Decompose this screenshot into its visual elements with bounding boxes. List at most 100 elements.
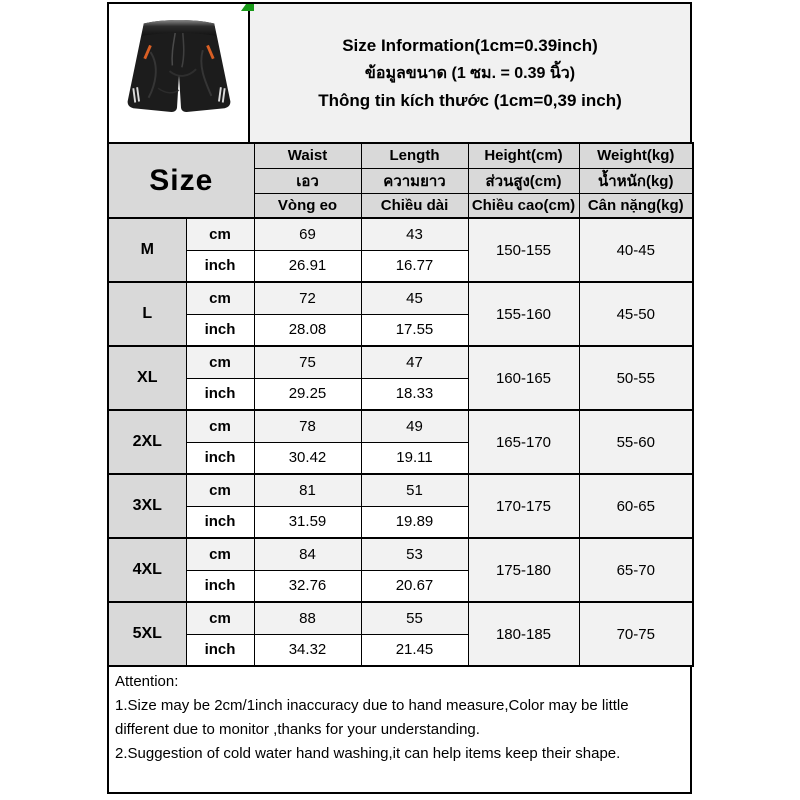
unit-inch-label: inch <box>185 569 255 603</box>
size-4xl-label: 4XL <box>107 537 187 603</box>
header-row-thai: เอว ความยาว ส่วนสูง(cm) น้ำหนัก(kg) <box>108 167 694 194</box>
height-range-value: 170-175 <box>467 473 580 539</box>
length-inch-value: 17.55 <box>360 313 469 347</box>
waist-inch-value: 31.59 <box>253 505 362 539</box>
table-row: 2XL cm 78 49 165-170 55-60 <box>107 409 694 475</box>
weight-range-value: 45-50 <box>578 281 694 347</box>
waist-header-en: Waist <box>253 142 362 169</box>
waist-cm-value: 75 <box>253 345 362 379</box>
title-line-thai: ข้อมูลขนาด (1 ซม. = 0.39 นิ้ว) <box>364 64 576 82</box>
size-3xl-label: 3XL <box>107 473 187 539</box>
weight-range-value: 55-60 <box>578 409 694 475</box>
waist-cm-value: 72 <box>253 281 362 315</box>
weight-range-value: 50-55 <box>578 345 694 411</box>
weight-header-th: น้ำหนัก(kg) <box>578 167 694 194</box>
length-cm-value: 47 <box>360 345 469 379</box>
attention-note: Attention: 1.Size may be 2cm/1inch inacc… <box>107 667 692 794</box>
attention-title: Attention: <box>115 673 179 690</box>
height-range-value: 160-165 <box>467 345 580 411</box>
table-row: inch 30.42 19.11 <box>108 441 693 475</box>
title-block: Size Information(1cm=0.39inch) ข้อมูลขนา… <box>107 2 692 142</box>
header-row-vietnamese: Vòng eo Chiều dài Chiều cao(cm) Cân nặng… <box>108 192 694 219</box>
waist-cm-value: 88 <box>253 601 362 635</box>
table-row: L cm 72 45 155-160 45-50 <box>107 281 694 347</box>
length-cm-value: 49 <box>360 409 469 443</box>
size-5xl-label: 5XL <box>107 601 187 667</box>
length-inch-value: 19.11 <box>360 441 469 475</box>
table-row: 3XL cm 81 51 170-175 60-65 <box>107 473 694 539</box>
weight-header-vi: Cân nặng(kg) <box>578 192 694 219</box>
length-cm-value: 53 <box>360 537 469 571</box>
size-info-title: Size Information(1cm=0.39inch) ข้อมูลขนา… <box>250 4 690 142</box>
unit-cm-label: cm <box>185 601 255 635</box>
unit-cm-label: cm <box>185 409 255 443</box>
table-row: inch 34.32 21.45 <box>108 633 693 667</box>
table-row: M cm 69 43 150-155 40-45 <box>107 217 694 283</box>
waist-inch-value: 26.91 <box>253 249 362 283</box>
unit-cm-label: cm <box>185 345 255 379</box>
unit-inch-label: inch <box>185 249 255 283</box>
length-header-vi: Chiều dài <box>360 192 469 219</box>
height-header-th: ส่วนสูง(cm) <box>467 167 580 194</box>
weight-range-value: 70-75 <box>578 601 694 667</box>
unit-cm-label: cm <box>185 217 255 251</box>
length-cm-value: 51 <box>360 473 469 507</box>
waist-header-th: เอว <box>253 167 362 194</box>
waist-cm-value: 78 <box>253 409 362 443</box>
weight-range-value: 40-45 <box>578 217 694 283</box>
weight-range-value: 65-70 <box>578 537 694 603</box>
length-inch-value: 18.33 <box>360 377 469 411</box>
green-corner-marker-icon <box>241 4 254 11</box>
size-xl-label: XL <box>107 345 187 411</box>
waist-cm-value: 81 <box>253 473 362 507</box>
product-photo-cell <box>109 4 250 142</box>
length-inch-value: 21.45 <box>360 633 469 667</box>
attention-line-2: 2.Suggestion of cold water hand washing,… <box>115 745 621 762</box>
height-range-value: 155-160 <box>467 281 580 347</box>
shorts-product-image <box>127 19 230 113</box>
size-chart-sheet: Size Information(1cm=0.39inch) ข้อมูลขนา… <box>107 2 694 794</box>
unit-inch-label: inch <box>185 313 255 347</box>
unit-cm-label: cm <box>185 281 255 315</box>
height-range-value: 165-170 <box>467 409 580 475</box>
attention-line-1: 1.Size may be 2cm/1inch inaccuracy due t… <box>115 697 629 738</box>
table-row: inch 32.76 20.67 <box>108 569 693 603</box>
waist-inch-value: 32.76 <box>253 569 362 603</box>
height-range-value: 150-155 <box>467 217 580 283</box>
length-cm-value: 45 <box>360 281 469 315</box>
waist-cm-value: 84 <box>253 537 362 571</box>
table-row: 4XL cm 84 53 175-180 65-70 <box>107 537 694 603</box>
unit-inch-label: inch <box>185 441 255 475</box>
height-range-value: 175-180 <box>467 537 580 603</box>
size-2xl-label: 2XL <box>107 409 187 475</box>
length-cm-value: 55 <box>360 601 469 635</box>
length-inch-value: 20.67 <box>360 569 469 603</box>
unit-inch-label: inch <box>185 505 255 539</box>
waist-inch-value: 34.32 <box>253 633 362 667</box>
size-m-label: M <box>107 217 187 283</box>
weight-header-en: Weight(kg) <box>578 142 694 169</box>
size-l-label: L <box>107 281 187 347</box>
height-header-vi: Chiều cao(cm) <box>467 192 580 219</box>
waist-inch-value: 29.25 <box>253 377 362 411</box>
table-row: 5XL cm 88 55 180-185 70-75 <box>107 601 694 667</box>
unit-cm-label: cm <box>185 537 255 571</box>
height-header-en: Height(cm) <box>467 142 580 169</box>
waist-inch-value: 28.08 <box>253 313 362 347</box>
unit-inch-label: inch <box>185 633 255 667</box>
size-table: Size Waist Length Height(cm) Weight(kg) … <box>107 142 694 667</box>
unit-inch-label: inch <box>185 377 255 411</box>
unit-cm-label: cm <box>185 473 255 507</box>
table-row: inch 26.91 16.77 <box>108 249 693 283</box>
waist-inch-value: 30.42 <box>253 441 362 475</box>
length-inch-value: 16.77 <box>360 249 469 283</box>
weight-range-value: 60-65 <box>578 473 694 539</box>
waist-cm-value: 69 <box>253 217 362 251</box>
title-line-vietnamese: Thông tin kích thước (1cm=0,39 inch) <box>318 90 622 110</box>
size-column-header: Size <box>107 142 255 219</box>
title-line-english: Size Information(1cm=0.39inch) <box>342 35 598 55</box>
table-row: inch 28.08 17.55 <box>108 313 693 347</box>
height-range-value: 180-185 <box>467 601 580 667</box>
table-row: XL cm 75 47 160-165 50-55 <box>107 345 694 411</box>
waist-header-vi: Vòng eo <box>253 192 362 219</box>
